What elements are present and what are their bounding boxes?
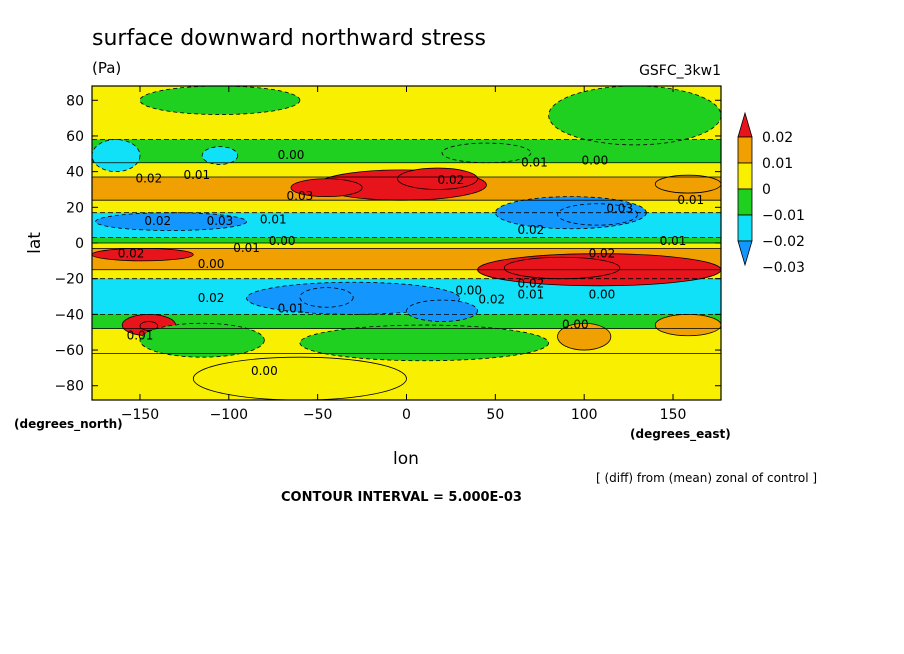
field-feature (406, 299, 478, 322)
legend-arrow-top (737, 111, 753, 138)
field-feature (92, 139, 141, 173)
y-tick-label: 80 (66, 93, 84, 109)
x-tick-label: 100 (571, 407, 598, 423)
contour-label: 0.03 (606, 202, 633, 216)
legend-swatch (737, 136, 753, 164)
x-tick-label: 50 (486, 407, 504, 423)
y-tick-label: −80 (54, 379, 84, 395)
contour-label: 0.02 (478, 293, 505, 307)
contour-label: 0.02 (518, 277, 545, 291)
y-tick-label: 0 (75, 236, 84, 252)
x-tick-label: 150 (660, 407, 687, 423)
field-feature (290, 178, 363, 198)
field-feature (548, 86, 721, 146)
field-feature (397, 167, 478, 190)
contour-label: 0.02 (438, 173, 465, 187)
y-units-label: (degrees_north) (14, 417, 123, 432)
y-axis-label: lat (25, 232, 45, 254)
x-tick-label: −100 (210, 407, 248, 423)
contour-interval: CONTOUR INTERVAL = 5.000E-03 (281, 490, 522, 505)
legend-arrow-bottom (737, 240, 753, 267)
field-feature (654, 174, 721, 194)
contour-label: 0.02 (144, 214, 171, 228)
x-units-label: (degrees_east) (630, 427, 731, 442)
x-tick-label: −150 (121, 407, 159, 423)
contour-label: 0.01 (521, 155, 548, 169)
field-feature (557, 322, 612, 351)
legend-label: 0.01 (762, 156, 793, 172)
field-feature (503, 256, 621, 280)
field-feature (299, 324, 550, 362)
chart-units: (Pa) (92, 59, 121, 77)
x-axis-label: lon (393, 449, 419, 469)
field-feature (201, 146, 239, 165)
contour-label: 0.00 (581, 154, 608, 168)
contour-label: 0.01 (183, 168, 210, 182)
x-axis: −150 −100 −50 0 50 100 150 (121, 86, 687, 423)
contour-label: 0.00 (589, 287, 616, 301)
contour-label: 0.01 (677, 193, 704, 207)
y-tick-label: −40 (54, 307, 84, 323)
field-band (92, 237, 721, 243)
legend-label: 0.02 (762, 130, 793, 146)
chart-title: surface downward northward stress (92, 26, 486, 51)
field-feature (441, 142, 532, 164)
contour-label: 0.00 (278, 148, 305, 162)
contour-label: 0.02 (135, 171, 162, 185)
legend-label: 0 (762, 182, 771, 198)
field-feature (299, 287, 354, 308)
field-band (92, 269, 721, 279)
contour-label: 0.02 (118, 246, 145, 260)
field-band (92, 139, 721, 163)
field-feature (139, 321, 159, 331)
plot-area: 0.000.01 0.000.02 0.010.030.020.010.02 0.03… (91, 85, 722, 401)
contour-label: 0.00 (198, 257, 225, 271)
contour-label: 0.01 (518, 287, 545, 301)
legend-label: −0.01 (762, 208, 805, 224)
field-feature (139, 86, 301, 115)
color-legend: 0.02 0.01 0 −0.01 −0.02 −0.03 (737, 111, 805, 276)
contour-label: 0.00 (251, 364, 278, 378)
contour-labels: 0.000.01 0.000.02 0.010.030.020.010.02 0.03… (118, 148, 704, 378)
legend-swatch (737, 188, 753, 216)
contour-label: 0.00 (562, 318, 589, 332)
legend-swatch (737, 162, 753, 190)
x-tick-label: 0 (402, 407, 411, 423)
field-band (92, 314, 721, 329)
y-tick-label: 60 (66, 129, 84, 145)
contour-label: 0.01 (233, 241, 260, 255)
contour-label: 0.03 (287, 189, 314, 203)
field-feature (654, 313, 721, 337)
legend-label: −0.03 (762, 260, 805, 276)
contour-label: 0.00 (455, 284, 482, 298)
dataset-label: GSFC_3kw1 (639, 63, 721, 79)
contour-label: 0.01 (260, 212, 287, 226)
contour-label: 0.01 (660, 234, 687, 248)
y-tick-label: −20 (54, 272, 84, 288)
legend-swatch (737, 214, 753, 242)
field-feature (139, 322, 265, 358)
contour-label: 0.03 (207, 214, 234, 228)
contour-label: 0.02 (518, 223, 545, 237)
y-tick-label: 40 (66, 165, 84, 181)
contour-label: 0.00 (269, 234, 296, 248)
contour-label: 0.01 (127, 328, 154, 342)
contour-label: 0.02 (589, 246, 616, 260)
legend-label: −0.02 (762, 234, 805, 250)
field-feature (95, 212, 247, 231)
contour-label: 0.01 (278, 302, 305, 316)
y-tick-label: −60 (54, 343, 84, 359)
field-band (92, 243, 721, 249)
x-tick-label: −50 (303, 407, 333, 423)
field-feature (192, 356, 407, 400)
contour-label: 0.02 (198, 291, 225, 305)
diff-note: [ (diff) from (mean) zonal of control ] (596, 471, 817, 485)
field-fills (92, 86, 721, 400)
y-tick-label: 20 (66, 200, 84, 216)
field-feature (557, 203, 638, 226)
y-axis: 80 60 40 20 0 −20 −40 −60 −80 (54, 93, 721, 395)
